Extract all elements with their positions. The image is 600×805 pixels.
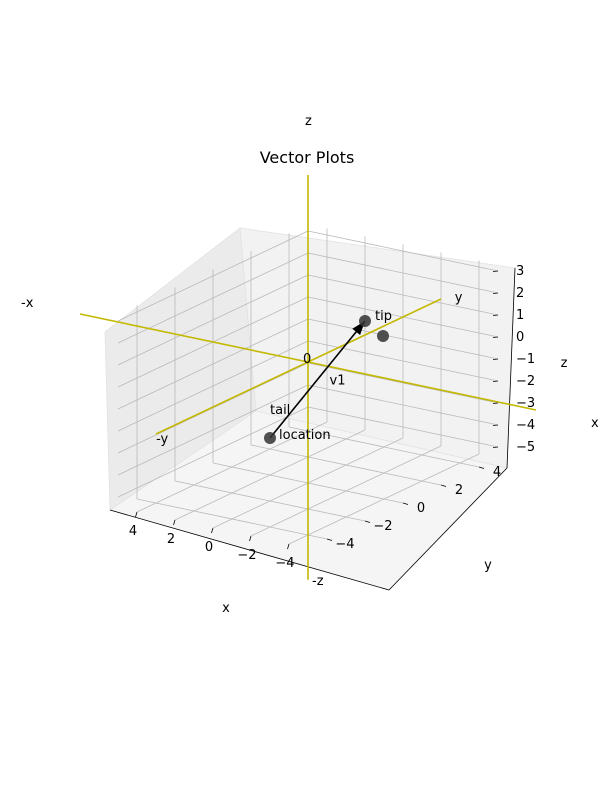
- y-tick-mark: [402, 502, 409, 505]
- z-tick-label: 0: [516, 330, 524, 345]
- x-tick-label: −2: [237, 548, 256, 563]
- z-tick-mark: [492, 292, 499, 294]
- z-tick-label: 1: [516, 308, 524, 323]
- y-tick-mark: [364, 520, 371, 523]
- z-tick-mark: [492, 336, 499, 338]
- tail-label: tail: [270, 403, 290, 418]
- x-tick-label: 0: [205, 540, 213, 555]
- grid-line-back-z: [307, 362, 499, 404]
- z-tick-label: −4: [516, 418, 535, 433]
- reference-axis-label: y: [455, 290, 463, 305]
- z-tick-label: 2: [516, 286, 524, 301]
- location-label: location: [279, 428, 331, 443]
- x-axis-line: [109, 509, 390, 591]
- y-tick-mark: [440, 484, 447, 487]
- grid-line-floor-y: [136, 498, 328, 540]
- x-tick-label: 4: [129, 524, 137, 539]
- z-tick-label: −2: [516, 374, 535, 389]
- tip-marker-secondary: [377, 330, 389, 342]
- reference-y-axis: [155, 298, 442, 435]
- grid-line-floor-y: [250, 444, 442, 486]
- vectors: tip tail location v1: [264, 309, 392, 444]
- grid-line-back-z: [307, 406, 499, 448]
- reference-axes: x -x y -y z -z 0: [21, 114, 599, 589]
- y-tick-mark: [478, 466, 485, 469]
- grid-lines: [117, 228, 499, 545]
- origin-label: 0: [303, 352, 311, 367]
- grid-line-back-z: [307, 384, 499, 426]
- x-tick-mark: [287, 543, 290, 550]
- grid-line-left-z: [117, 384, 309, 476]
- grid-line-left-z: [117, 230, 309, 322]
- y-axis-label: y: [484, 558, 492, 573]
- z-tick-label: −1: [516, 352, 535, 367]
- y-axis-line: [388, 467, 508, 591]
- z-tick-mark: [492, 380, 499, 382]
- y-tick-label: 0: [417, 501, 425, 516]
- z-tick-mark: [492, 358, 499, 360]
- reference-axis-label: -z: [312, 574, 324, 589]
- chart-title: Vector Plots: [260, 148, 355, 167]
- grid-line-left-z: [117, 318, 309, 410]
- y-tick-mark: [326, 538, 333, 541]
- reference-axis-label: x: [591, 416, 599, 431]
- y-tick-label: 2: [455, 483, 463, 498]
- tail-marker: [264, 432, 276, 444]
- z-tick-mark: [492, 270, 499, 272]
- z-tick-label: 3: [516, 264, 524, 279]
- z-axis-line: [506, 267, 516, 469]
- x-tick-label: 2: [167, 532, 175, 547]
- x-tick-label: −4: [275, 556, 294, 571]
- axes-frame: [109, 267, 516, 591]
- grid-line-back-z: [307, 252, 499, 294]
- grid-line-floor-y: [174, 480, 366, 522]
- z-tick-mark: [492, 446, 499, 448]
- z-tick-mark: [492, 424, 499, 426]
- z-axis-label: z: [561, 356, 568, 371]
- grid-line-back-z: [307, 230, 499, 272]
- y-tick-label: 4: [493, 465, 501, 480]
- x-tick-mark: [173, 519, 176, 526]
- z-tick-mark: [492, 402, 499, 404]
- grid-line-back-z: [307, 318, 499, 360]
- y-tick-label: −4: [335, 537, 354, 552]
- grid-line-back-z: [307, 274, 499, 316]
- x-axis-label: x: [222, 601, 230, 616]
- y-tick-label: −2: [373, 519, 392, 534]
- x-tick-mark: [135, 511, 138, 518]
- z-tick-mark: [492, 314, 499, 316]
- x-tick-mark: [249, 535, 252, 542]
- grid-line-left-z: [117, 362, 309, 454]
- grid-line-left-z: [117, 406, 309, 498]
- reference-axis-label: -y: [156, 432, 168, 447]
- z-tick-label: −5: [516, 440, 535, 455]
- reference-axis-label: -x: [21, 296, 34, 311]
- tip-marker: [359, 315, 371, 327]
- reference-axis-label: z: [305, 114, 312, 129]
- vector-name-label: v1: [330, 374, 346, 389]
- grid-line-left-z: [117, 274, 309, 366]
- grid-line-floor-y: [288, 426, 480, 468]
- tip-label: tip: [375, 309, 392, 324]
- vector-line: [269, 320, 366, 439]
- x-tick-mark: [211, 527, 214, 534]
